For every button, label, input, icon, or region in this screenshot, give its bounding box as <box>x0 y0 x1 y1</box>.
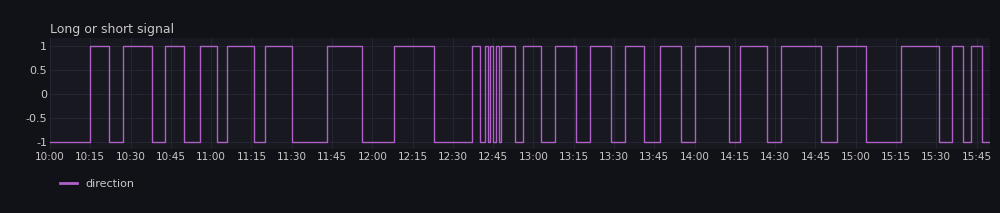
Legend: direction: direction <box>56 175 139 193</box>
direction <box>984 141 996 143</box>
direction <box>44 141 56 143</box>
Line: direction: direction <box>50 46 990 142</box>
direction <box>248 141 260 143</box>
direction <box>761 141 773 143</box>
direction <box>84 44 96 47</box>
direction <box>493 44 505 47</box>
direction <box>286 44 298 47</box>
direction <box>860 141 872 143</box>
Text: Long or short signal: Long or short signal <box>50 23 174 36</box>
direction <box>675 141 687 143</box>
